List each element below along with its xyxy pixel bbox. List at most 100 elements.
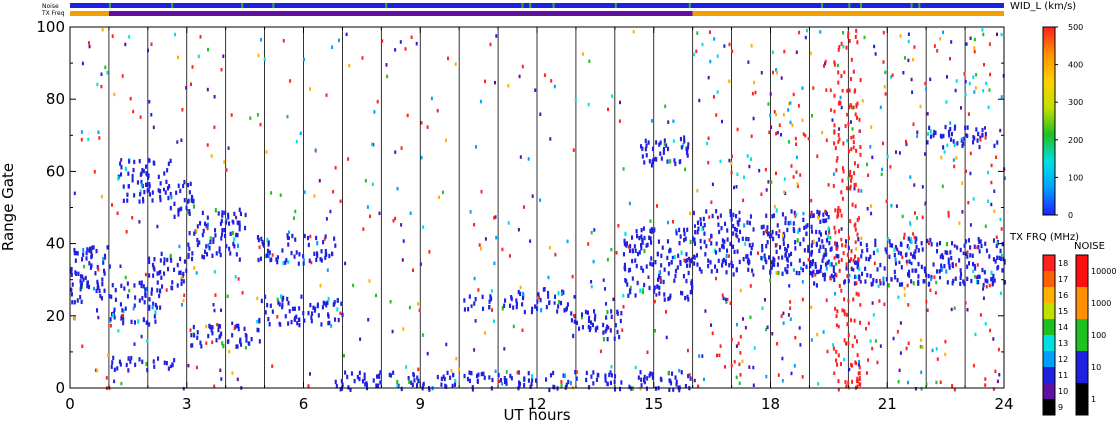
echo-cell — [747, 237, 750, 242]
noise-dot — [554, 252, 557, 257]
echo-cell — [893, 253, 896, 258]
echo-cell — [238, 227, 241, 232]
noise-strip-mark — [171, 3, 174, 8]
noise-dot — [703, 377, 705, 382]
echo-cell — [776, 262, 779, 267]
echo-cell — [731, 263, 734, 269]
noise-dot — [222, 54, 225, 58]
echo-cell — [986, 279, 989, 284]
echo-cell — [968, 261, 971, 266]
echo-cell — [214, 228, 217, 233]
noise-dot — [783, 190, 786, 194]
echo-cell — [911, 268, 914, 273]
echo-cell — [126, 294, 129, 299]
echo-cell — [545, 304, 548, 310]
echo-cell — [681, 291, 684, 296]
echo-cell — [992, 273, 995, 279]
echo-cell — [148, 306, 151, 311]
echo-cell — [227, 212, 230, 218]
noise-dot — [743, 175, 745, 179]
echo-cell — [663, 267, 666, 272]
echo-cell — [781, 255, 784, 260]
echo-cell — [682, 274, 685, 279]
x-tick-label: 18 — [761, 395, 780, 413]
echo-cell — [547, 294, 550, 299]
echo-cell — [309, 303, 312, 308]
noise-dot — [858, 376, 861, 381]
echo-cell — [307, 311, 310, 316]
noise-dot — [590, 280, 593, 284]
noise-dot — [837, 140, 840, 144]
noise-dot — [347, 157, 350, 161]
echo-cell — [974, 266, 977, 271]
noise-dot — [973, 90, 976, 94]
noise-dot — [863, 35, 866, 40]
echo-cell — [451, 383, 454, 389]
noise-dot — [823, 64, 825, 68]
echo-cell — [142, 317, 145, 323]
echo-cell — [140, 171, 143, 176]
noise-dot — [832, 343, 835, 347]
noise-dot — [606, 257, 609, 262]
echo-cell — [491, 377, 494, 383]
noise-dot — [929, 77, 932, 82]
echo-cell — [690, 279, 693, 284]
echo-cell — [900, 265, 903, 270]
noise-dot — [869, 145, 872, 149]
noise-dot — [858, 129, 861, 133]
noise-colorbar-cell — [1076, 319, 1088, 351]
noise-dot — [97, 130, 100, 134]
noise-dot — [265, 150, 268, 154]
echo-cell — [326, 300, 329, 305]
echo-cell — [833, 277, 836, 283]
noise-dot — [696, 31, 699, 35]
noise-dot — [982, 296, 985, 300]
noise-dot — [846, 322, 849, 327]
noise-dot — [816, 154, 819, 158]
echo-cell — [649, 228, 652, 234]
noise-dot — [406, 113, 409, 118]
echo-cell — [883, 266, 886, 271]
noise-dot — [752, 273, 755, 277]
noise-dot — [165, 288, 168, 292]
echo-cell — [167, 266, 170, 272]
noise-dot — [807, 258, 810, 262]
echo-cell — [649, 261, 652, 266]
noise-dot — [905, 139, 907, 144]
noise-dot — [125, 230, 128, 234]
echo-cell — [377, 373, 380, 379]
noise-dot — [667, 371, 670, 375]
echo-cell — [356, 374, 359, 380]
noise-dot — [231, 219, 234, 224]
echo-cell — [316, 302, 319, 307]
echo-cell — [736, 220, 739, 225]
echo-cell — [233, 211, 236, 217]
echo-cell — [640, 243, 643, 248]
echo-cell — [820, 232, 823, 237]
echo-cell — [1002, 256, 1005, 262]
noise-dot — [177, 55, 180, 60]
noise-dot — [309, 234, 312, 239]
noise-dot — [736, 172, 739, 176]
echo-cell — [650, 256, 653, 261]
echo-cell — [657, 239, 660, 244]
echo-cell — [929, 134, 932, 139]
echo-cell — [570, 318, 573, 323]
echo-cell — [695, 253, 698, 258]
noise-dot — [512, 324, 515, 329]
noise-dot — [193, 266, 196, 270]
echo-cell — [638, 235, 641, 241]
echo-cell — [622, 252, 625, 257]
noise-dot — [833, 225, 836, 230]
echo-cell — [81, 274, 84, 279]
echo-cell — [648, 373, 651, 378]
echo-cell — [735, 214, 738, 219]
noise-dot — [627, 245, 630, 249]
noise-dot — [96, 82, 99, 87]
noise-dot — [896, 330, 899, 334]
echo-cell — [171, 362, 174, 368]
echo-cell — [913, 251, 916, 256]
echo-cell — [572, 333, 575, 339]
echo-cell — [235, 344, 238, 349]
noise-dot — [969, 223, 972, 227]
